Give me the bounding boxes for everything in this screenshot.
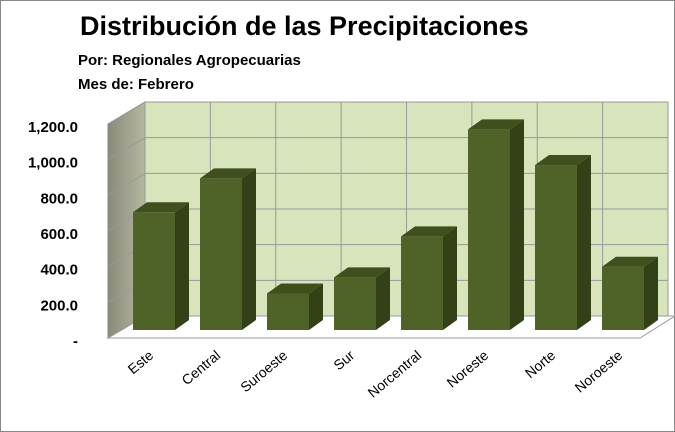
- bar-side: [175, 202, 189, 330]
- bar: [200, 168, 256, 330]
- grid-line: [107, 172, 146, 196]
- y-tick-label: 1,200.0: [28, 119, 78, 136]
- y-tick-label: 400.0: [40, 262, 78, 279]
- bar-side: [242, 168, 256, 330]
- bar-top: [468, 119, 524, 130]
- y-tick-label: 200.0: [40, 297, 78, 314]
- grid-line: [107, 137, 146, 161]
- bar-top: [602, 256, 658, 267]
- bar-side: [577, 155, 591, 330]
- bar-front: [133, 212, 175, 330]
- chart-subtitle: Por: Regionales Agropecuarias: [78, 52, 301, 69]
- bar-top: [200, 168, 256, 179]
- bar-front: [401, 236, 443, 330]
- bar: [468, 119, 524, 330]
- bar-side: [510, 119, 524, 330]
- y-tick-label: -: [73, 333, 78, 350]
- bar-front: [602, 266, 644, 330]
- bar-top: [401, 226, 457, 237]
- chart-subtitle: Mes de: Febrero: [78, 76, 194, 93]
- bar-front: [468, 129, 510, 330]
- bar-front: [267, 293, 309, 330]
- grid-line: [107, 101, 146, 125]
- chart-title: Distribución de las Precipitaciones: [80, 11, 529, 41]
- bar-side: [376, 267, 390, 330]
- bar-top: [267, 283, 323, 294]
- bar: [401, 226, 457, 330]
- bar-side: [309, 283, 323, 330]
- y-tick-label: 1,000.0: [28, 155, 78, 172]
- bar: [334, 267, 390, 330]
- bar: [602, 256, 658, 330]
- bar: [133, 202, 189, 330]
- y-tick-label: 600.0: [40, 226, 78, 243]
- bar-top: [535, 155, 591, 166]
- bar: [267, 283, 323, 330]
- bar-top: [133, 202, 189, 213]
- bar-top: [334, 267, 390, 278]
- bar-side: [644, 256, 658, 330]
- bar-front: [200, 178, 242, 330]
- y-tick-label: 800.0: [40, 190, 78, 207]
- bar-front: [535, 165, 577, 330]
- bar-front: [334, 277, 376, 330]
- bar: [535, 155, 591, 330]
- bar-side: [443, 226, 457, 330]
